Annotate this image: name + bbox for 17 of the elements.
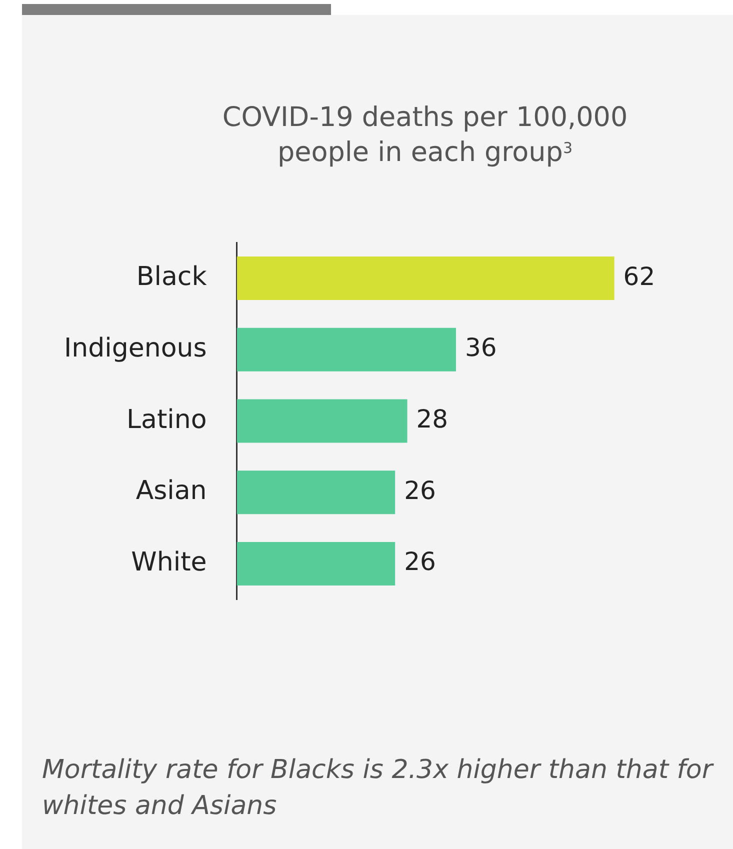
y-tick-label: Indigenous — [64, 333, 207, 364]
text: Mortality rate for Blacks is 2.3x higher than that for whites and Asians — [42, 754, 715, 823]
bar — [236, 399, 408, 443]
y-tick-label: Latino — [126, 404, 207, 435]
data-label: 62 — [623, 262, 656, 291]
y-tick-label: White — [131, 547, 207, 578]
y-tick-label: Asian — [136, 476, 207, 506]
chart-title: COVID-19 deaths per 100,000 people in each group$^{3}$ — [221, 101, 629, 170]
bar — [236, 256, 614, 300]
data-label: 36 — [464, 333, 497, 362]
bar — [236, 470, 396, 514]
y-tick-label: Black — [136, 262, 207, 292]
bar — [236, 328, 456, 372]
data-label: 26 — [404, 476, 436, 505]
data-label: 26 — [404, 547, 436, 576]
data-label: 28 — [416, 404, 448, 434]
bar — [236, 542, 396, 586]
